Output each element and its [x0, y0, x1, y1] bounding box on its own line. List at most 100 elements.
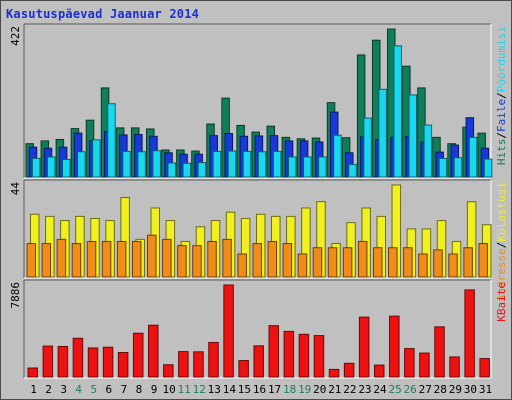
kbaite-bar-17: [268, 325, 280, 378]
aadresse-bar-8: [131, 240, 142, 278]
x-tick-13: 13: [208, 383, 221, 396]
x-tick-30: 30: [464, 383, 477, 396]
pöördumisi-bar-5: [92, 139, 101, 178]
y-axis-max-label-top: 422: [9, 26, 22, 46]
x-tick-29: 29: [449, 383, 462, 396]
legend-top-part-4: Pöördumisi: [495, 26, 508, 92]
x-tick-5: 5: [90, 383, 97, 396]
pöördumisi-bar-7: [122, 150, 131, 178]
x-tick-11: 11: [178, 383, 191, 396]
pöördumisi-bar-3: [62, 158, 71, 178]
aadresse-bar-3: [56, 238, 67, 278]
aadresse-bar-23: [357, 240, 368, 278]
pöördumisi-bar-17: [272, 150, 282, 178]
kbaite-bar-24: [373, 364, 385, 378]
kbaite-bar-28: [434, 326, 445, 378]
kbaite-bar-1: [27, 367, 38, 378]
pöördumisi-bar-30: [468, 136, 478, 178]
aadresse-bar-31: [478, 243, 488, 278]
kbaite-bar-27: [419, 352, 430, 378]
x-tick-23: 23: [358, 383, 371, 396]
x-tick-19: 19: [298, 383, 311, 396]
pöördumisi-bar-11: [182, 162, 192, 178]
aadresse-bar-5: [86, 240, 97, 278]
pöördumisi-bar-15: [242, 150, 252, 178]
pöördumisi-bar-18: [287, 156, 297, 178]
y-axis-max-label-middle: 44: [9, 182, 22, 196]
y-axis-max-label-bottom: 7886: [9, 282, 22, 309]
x-tick-12: 12: [193, 383, 206, 396]
kbaite-bar-18: [283, 330, 295, 378]
x-tick-18: 18: [283, 383, 296, 396]
kbaite-bar-9: [148, 324, 159, 378]
kbaite-bar-5: [87, 347, 99, 378]
aadresse-bar-24: [372, 247, 383, 278]
aadresse-bar-28: [433, 249, 443, 278]
aadresse-bar-16: [252, 243, 262, 278]
pöördumisi-bar-24: [378, 88, 387, 178]
x-tick-17: 17: [268, 383, 281, 396]
legend-middle: Aadresse/Külastusi: [495, 182, 508, 301]
x-tick-8: 8: [136, 383, 143, 396]
kbaite-bar-30: [464, 289, 475, 378]
pöördumisi-bar-20: [318, 156, 327, 178]
legend-bottom: KBaite: [495, 282, 508, 322]
aadresse-bar-26: [403, 247, 413, 278]
aadresse-bar-10: [162, 238, 172, 278]
aadresse-bar-22: [342, 247, 353, 278]
pöördumisi-bar-9: [152, 150, 161, 178]
kbaite-bar-14: [223, 284, 234, 378]
kbaite-bar-25: [389, 315, 400, 378]
legend-top-part-3: /: [495, 92, 508, 99]
x-tick-16: 16: [253, 383, 266, 396]
x-tick-15: 15: [238, 383, 251, 396]
kbaite-bar-15: [238, 360, 249, 378]
x-tick-7: 7: [121, 383, 128, 396]
x-tick-24: 24: [373, 383, 387, 396]
x-tick-31: 31: [479, 383, 492, 396]
kbaite-bar-23: [358, 316, 370, 378]
legend-top-part-0: Hits: [495, 139, 508, 166]
kbaite-bar-12: [193, 351, 204, 378]
aadresse-bar-27: [418, 253, 428, 278]
x-tick-2: 2: [45, 383, 52, 396]
aadresse-bar-29: [448, 253, 458, 278]
pöördumisi-bar-31: [483, 158, 493, 178]
aadresse-bar-25: [388, 247, 398, 278]
x-tick-4: 4: [75, 383, 82, 396]
aadresse-bar-13: [207, 240, 217, 278]
kbaite-bar-10: [163, 364, 174, 378]
x-tick-28: 28: [434, 383, 447, 396]
pöördumisi-bar-25: [393, 45, 402, 178]
legend-top: Hits/Faile/Pöördumisi: [495, 26, 508, 165]
aadresse-bar-18: [282, 243, 293, 278]
x-tick-26: 26: [404, 383, 417, 396]
legend-middle-part-1: /: [495, 242, 508, 249]
legend-top-part-1: /: [495, 132, 508, 139]
pöördumisi-bar-10: [167, 162, 176, 178]
aadresse-bar-9: [147, 234, 157, 278]
kbaite-bar-13: [208, 341, 219, 378]
kbaite-bar-2: [42, 345, 54, 378]
legend-top-part-2: Faile: [495, 99, 508, 132]
pöördumisi-bar-1: [31, 157, 41, 178]
aadresse-bar-4: [71, 243, 82, 278]
aadresse-bar-17: [267, 240, 278, 278]
aadresse-bar-30: [463, 247, 473, 278]
pöördumisi-bar-29: [453, 157, 463, 178]
pöördumisi-bar-27: [423, 124, 433, 178]
kbaite-bar-31: [479, 358, 490, 378]
pöördumisi-bar-12: [197, 162, 207, 178]
kbaite-bar-22: [343, 362, 355, 378]
kbaite-bar-26: [404, 348, 415, 378]
aadresse-bar-21: [327, 247, 338, 278]
aadresse-bar-12: [192, 245, 202, 278]
aadresse-bar-7: [116, 240, 127, 278]
legend-bottom-part-0: KBaite: [495, 282, 508, 322]
pöördumisi-bar-13: [212, 150, 222, 178]
legend-middle-part-2: Külastusi: [495, 182, 508, 242]
aadresse-bar-2: [41, 243, 52, 278]
kbaite-bar-20: [313, 335, 325, 378]
pöördumisi-bar-16: [257, 151, 267, 178]
